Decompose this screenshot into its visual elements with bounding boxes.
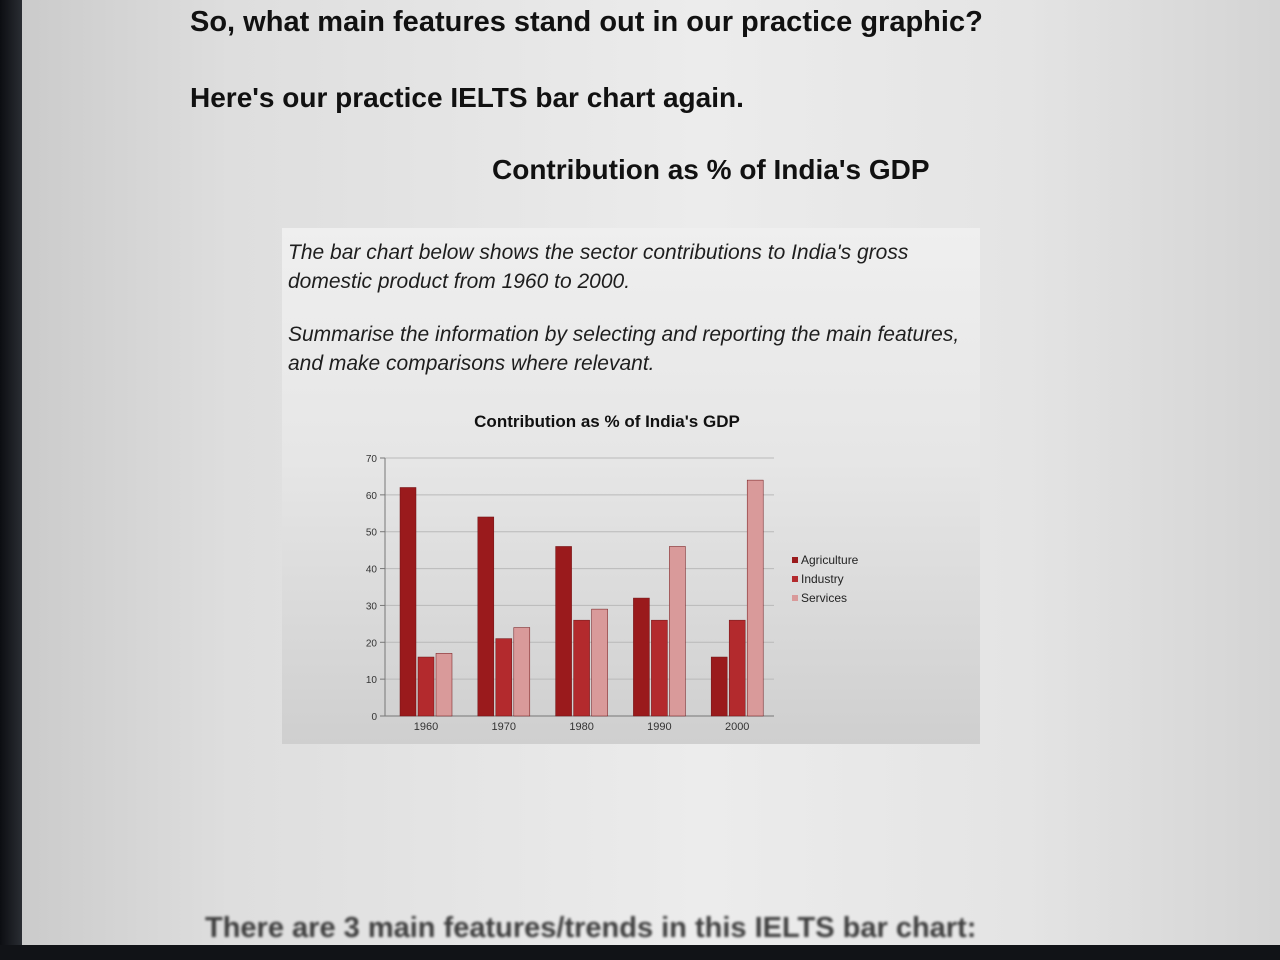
legend-swatch-industry xyxy=(792,576,798,582)
bar-industry-1960 xyxy=(417,656,435,717)
legend-label-industry: Industry xyxy=(801,572,844,586)
bar-services-1990 xyxy=(669,546,686,717)
chart-heading: Contribution as % of India's GDP xyxy=(492,154,930,185)
y-tick-label: 50 xyxy=(366,528,378,539)
bar-industry-2000 xyxy=(728,619,746,717)
monitor-bezel-bottom xyxy=(0,945,1280,960)
bar-chart: Contribution as % of India's GDP 0 10 20 30 4… xyxy=(366,412,859,733)
task-description: The bar chart below shows the sector con… xyxy=(288,241,909,293)
cutoff-text: There are 3 main features/trends in this… xyxy=(205,912,977,944)
x-tick-label: 1970 xyxy=(492,721,516,733)
bar-agriculture-1980 xyxy=(555,546,572,717)
task-card: The bar chart below shows the sector con… xyxy=(282,228,980,744)
task-instruction: Summarise the information by selecting a… xyxy=(288,323,960,375)
legend-label-services: Services xyxy=(801,591,847,605)
bar-agriculture-1960 xyxy=(399,487,417,717)
y-tick-label: 30 xyxy=(366,601,378,612)
y-tick-label: 40 xyxy=(366,565,378,576)
bar-services-1960 xyxy=(435,653,453,717)
monitor-bezel xyxy=(0,0,22,960)
y-tick-label: 10 xyxy=(366,675,378,686)
y-tick-label: 70 xyxy=(366,454,378,465)
bar-industry-1980 xyxy=(573,619,590,717)
y-tick-label: 0 xyxy=(371,712,377,723)
y-tick-label: 20 xyxy=(366,638,378,649)
legend-swatch-services xyxy=(792,595,798,601)
y-tick-label: 60 xyxy=(366,491,378,502)
bar-services-1980 xyxy=(591,608,608,717)
x-tick-label: 1980 xyxy=(569,721,593,733)
bar-services-2000 xyxy=(746,479,764,717)
legend-swatch-agriculture xyxy=(792,557,798,563)
x-tick-label: 1960 xyxy=(414,721,438,733)
bar-agriculture-1970 xyxy=(477,516,495,717)
bar-agriculture-1990 xyxy=(633,597,650,717)
x-tick-label: 1990 xyxy=(647,721,671,733)
bar-industry-1990 xyxy=(651,619,668,717)
section-heading: So, what main features stand out in our … xyxy=(190,6,983,38)
intro-heading: Here's our practice IELTS bar chart agai… xyxy=(190,82,744,113)
bar-services-1970 xyxy=(513,627,531,717)
legend-label-agriculture: Agriculture xyxy=(801,553,859,567)
bar-agriculture-2000 xyxy=(710,656,728,717)
chart-title: Contribution as % of India's GDP xyxy=(474,412,740,431)
x-tick-label: 2000 xyxy=(725,721,749,733)
bar-industry-1970 xyxy=(495,638,513,717)
